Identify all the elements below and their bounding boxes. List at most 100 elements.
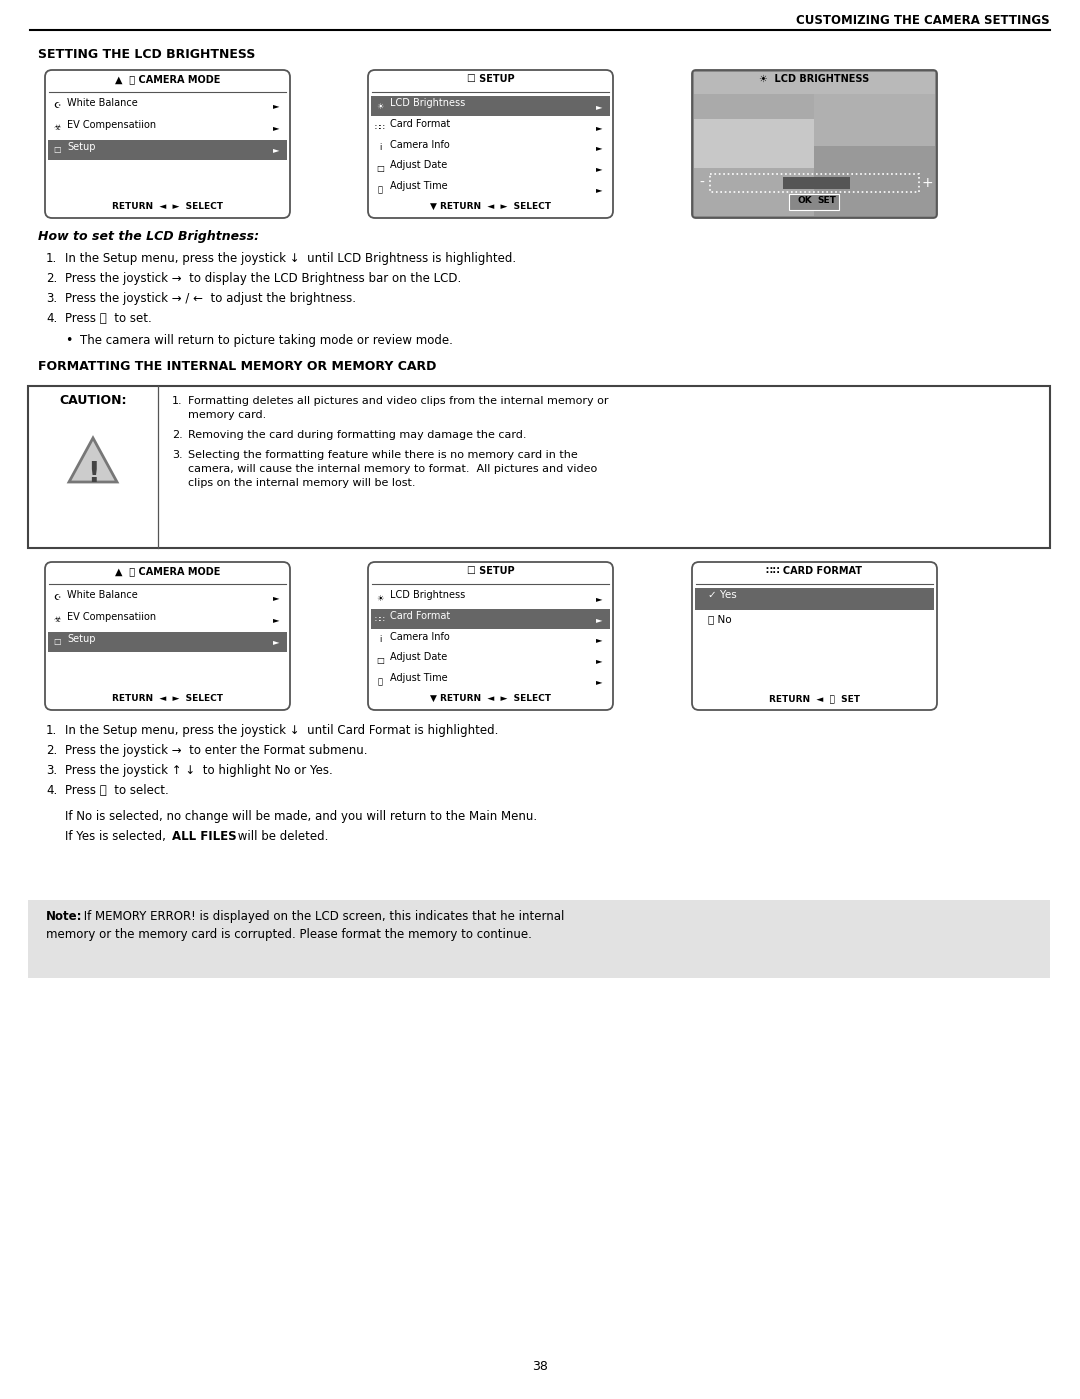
Text: Press ⓪  to select.: Press ⓪ to select. <box>65 783 168 797</box>
FancyBboxPatch shape <box>368 70 613 218</box>
Text: ▲  📷 CAMERA MODE: ▲ 📷 CAMERA MODE <box>114 567 220 576</box>
Text: ∷∷: ∷∷ <box>375 614 386 624</box>
Text: ►: ► <box>596 164 603 173</box>
Bar <box>48 140 287 159</box>
Text: White Balance: White Balance <box>67 98 138 108</box>
Text: ✓ Yes: ✓ Yes <box>708 590 737 600</box>
Text: 1.: 1. <box>46 252 57 264</box>
Text: ►: ► <box>273 616 280 624</box>
Text: Press the joystick →  to enter the Format submenu.: Press the joystick → to enter the Format… <box>65 744 367 757</box>
Text: EV Compensatiion: EV Compensatiion <box>67 611 157 623</box>
Text: RETURN  ◄  ►  SELECT: RETURN ◄ ► SELECT <box>112 201 222 211</box>
Text: ►: ► <box>596 635 603 645</box>
Text: 3.: 3. <box>46 764 57 776</box>
Text: Card Format: Card Format <box>390 611 450 621</box>
Text: Setup: Setup <box>67 143 95 152</box>
Text: The camera will return to picture taking mode or review mode.: The camera will return to picture taking… <box>80 334 453 347</box>
Text: Adjust Date: Adjust Date <box>390 161 447 171</box>
Text: 2.: 2. <box>172 429 183 441</box>
Text: ☣: ☣ <box>53 616 60 624</box>
Text: ∷∷ CARD FORMAT: ∷∷ CARD FORMAT <box>767 567 863 576</box>
Text: White Balance: White Balance <box>67 590 138 600</box>
Text: Note:: Note: <box>46 909 82 923</box>
Bar <box>696 588 934 610</box>
Text: Camera Info: Camera Info <box>390 631 449 642</box>
Text: ►: ► <box>596 677 603 686</box>
Text: ►: ► <box>273 638 280 646</box>
Bar <box>694 71 814 215</box>
Text: 3.: 3. <box>172 450 183 460</box>
Text: camera, will cause the internal memory to format.  All pictures and video: camera, will cause the internal memory t… <box>188 464 597 474</box>
Text: clips on the internal memory will be lost.: clips on the internal memory will be los… <box>188 478 416 488</box>
Text: Adjust Time: Adjust Time <box>390 673 447 683</box>
Text: ►: ► <box>596 185 603 194</box>
Bar <box>48 632 287 652</box>
Text: ☪: ☪ <box>53 593 60 603</box>
Text: Setup: Setup <box>67 634 95 644</box>
FancyBboxPatch shape <box>45 70 291 218</box>
Text: FORMATTING THE INTERNAL MEMORY OR MEMORY CARD: FORMATTING THE INTERNAL MEMORY OR MEMORY… <box>38 360 436 374</box>
Text: SETTING THE LCD BRIGHTNESS: SETTING THE LCD BRIGHTNESS <box>38 48 255 62</box>
Text: RETURN  ◄  ⓢ  SET: RETURN ◄ ⓢ SET <box>769 694 860 704</box>
Bar <box>783 178 850 189</box>
Bar <box>710 173 919 192</box>
Bar <box>28 386 1050 548</box>
Text: +: + <box>921 176 933 190</box>
Text: ☐ SETUP: ☐ SETUP <box>467 74 514 84</box>
Text: Press the joystick ↑ ↓  to highlight No or Yes.: Press the joystick ↑ ↓ to highlight No o… <box>65 764 333 776</box>
Bar <box>694 71 935 94</box>
Text: Press ⓪  to set.: Press ⓪ to set. <box>65 312 152 325</box>
Text: i: i <box>379 144 381 152</box>
Text: In the Setup menu, press the joystick ↓  until Card Format is highlighted.: In the Setup menu, press the joystick ↓ … <box>65 725 498 737</box>
Text: ☣: ☣ <box>53 123 60 133</box>
Text: ☀  LCD BRIGHTNESS: ☀ LCD BRIGHTNESS <box>759 74 869 84</box>
Text: ∷∷: ∷∷ <box>375 123 386 132</box>
Text: ►: ► <box>273 593 280 603</box>
Text: ►: ► <box>596 656 603 666</box>
Text: ⧖: ⧖ <box>378 185 382 194</box>
Bar <box>694 71 935 145</box>
Text: ☀: ☀ <box>376 595 383 603</box>
Text: In the Setup menu, press the joystick ↓  until LCD Brightness is highlighted.: In the Setup menu, press the joystick ↓ … <box>65 252 516 264</box>
Text: ▲  📷 CAMERA MODE: ▲ 📷 CAMERA MODE <box>114 74 220 84</box>
Text: Adjust Time: Adjust Time <box>390 182 447 192</box>
Text: ⧖: ⧖ <box>378 677 382 686</box>
Text: How to set the LCD Brightness:: How to set the LCD Brightness: <box>38 229 259 243</box>
Text: Removing the card during formatting may damage the card.: Removing the card during formatting may … <box>188 429 527 441</box>
Text: OK: OK <box>797 196 812 206</box>
FancyBboxPatch shape <box>692 70 937 218</box>
Text: 4.: 4. <box>46 312 57 325</box>
Text: Selecting the formatting feature while there is no memory card in the: Selecting the formatting feature while t… <box>188 450 578 460</box>
Text: ☀: ☀ <box>376 102 383 111</box>
Text: ⓧ No: ⓧ No <box>708 614 731 624</box>
Text: □: □ <box>376 164 383 173</box>
Text: CAUTION:: CAUTION: <box>59 395 126 407</box>
Text: SET: SET <box>816 196 836 206</box>
Text: ►: ► <box>273 102 280 111</box>
Text: -: - <box>700 176 704 190</box>
Text: i: i <box>379 635 381 645</box>
Text: ►: ► <box>596 595 603 603</box>
Text: LCD Brightness: LCD Brightness <box>390 590 465 600</box>
Text: If Yes is selected,: If Yes is selected, <box>65 830 170 844</box>
Text: memory card.: memory card. <box>188 410 267 420</box>
Text: ☪: ☪ <box>53 102 60 111</box>
Text: Press the joystick →  to display the LCD Brightness bar on the LCD.: Press the joystick → to display the LCD … <box>65 271 461 285</box>
Text: 38: 38 <box>532 1360 548 1372</box>
Text: !: ! <box>86 460 99 488</box>
Text: 4.: 4. <box>46 783 57 797</box>
Text: memory or the memory card is corrupted. Please format the memory to continue.: memory or the memory card is corrupted. … <box>46 928 531 942</box>
Text: •: • <box>65 334 72 347</box>
Text: CUSTOMIZING THE CAMERA SETTINGS: CUSTOMIZING THE CAMERA SETTINGS <box>796 14 1050 27</box>
Text: Adjust Date: Adjust Date <box>390 652 447 662</box>
Text: will be deleted.: will be deleted. <box>234 830 328 844</box>
Text: ▼ RETURN  ◄  ►  SELECT: ▼ RETURN ◄ ► SELECT <box>430 201 551 211</box>
Text: If MEMORY ERROR! is displayed on the LCD screen, this indicates that he internal: If MEMORY ERROR! is displayed on the LCD… <box>80 909 565 923</box>
Text: 1.: 1. <box>172 396 183 406</box>
Text: ▼ RETURN  ◄  ►  SELECT: ▼ RETURN ◄ ► SELECT <box>430 694 551 704</box>
Text: ►: ► <box>273 123 280 133</box>
Bar <box>28 900 1050 978</box>
Bar <box>694 119 814 168</box>
Text: ►: ► <box>273 145 280 154</box>
Text: ☐: ☐ <box>53 638 60 646</box>
